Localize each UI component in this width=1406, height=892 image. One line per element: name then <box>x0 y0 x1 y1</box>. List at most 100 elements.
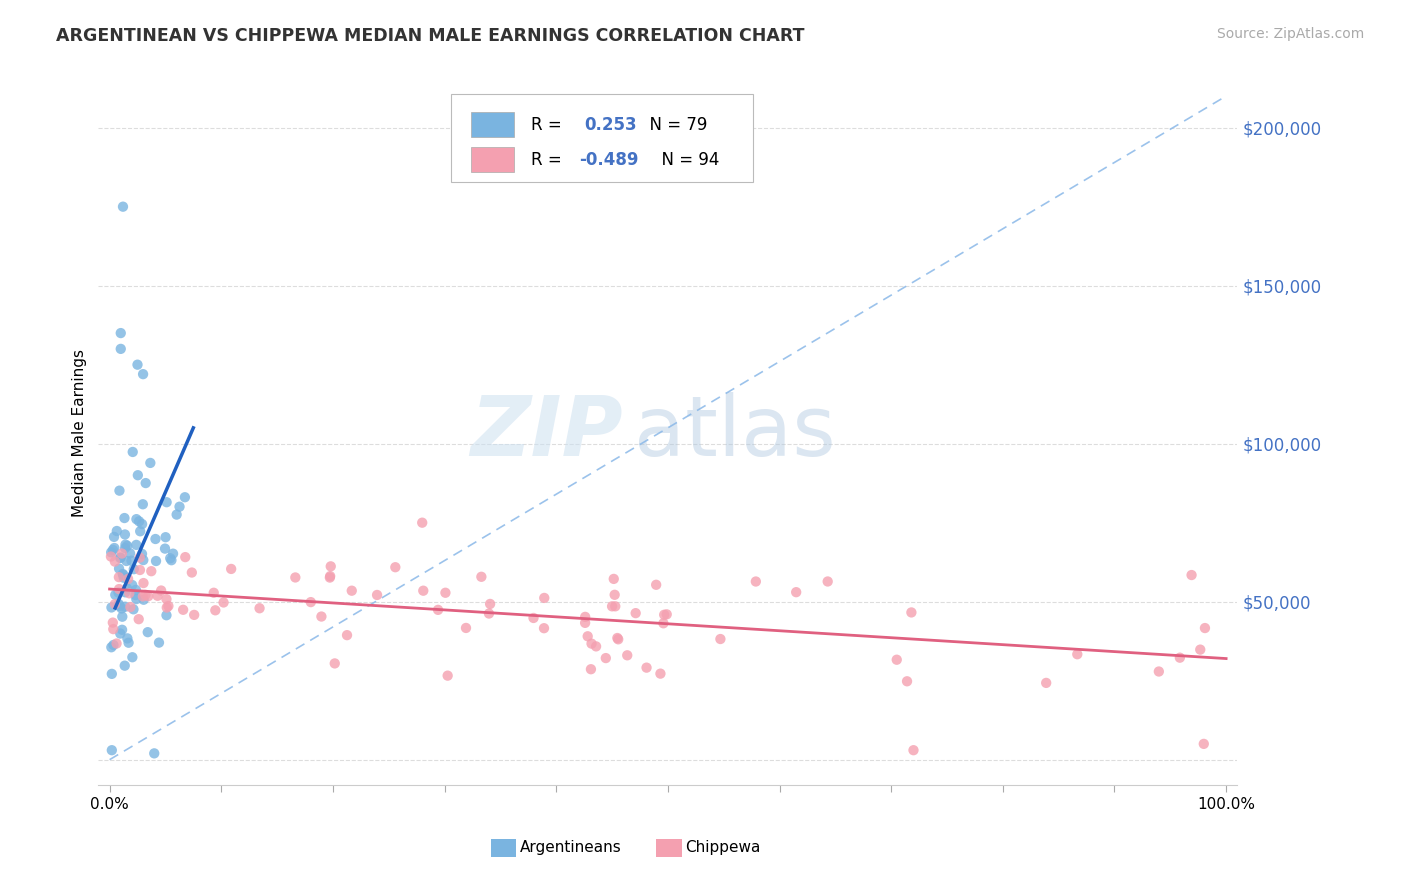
Point <box>886 653 908 667</box>
Text: R =: R = <box>531 116 572 134</box>
Point <box>606 631 628 645</box>
Point <box>114 541 136 555</box>
Point <box>120 600 142 615</box>
Point <box>128 514 150 528</box>
Point <box>645 578 668 592</box>
Text: Source: ZipAtlas.com: Source: ZipAtlas.com <box>1216 27 1364 41</box>
Point <box>299 595 322 609</box>
Point <box>319 570 342 584</box>
Point <box>1194 621 1216 635</box>
Point <box>105 524 128 538</box>
Point <box>655 607 678 622</box>
Point <box>160 553 183 567</box>
Point <box>108 483 131 498</box>
Point <box>454 621 477 635</box>
Point <box>155 608 177 623</box>
Point <box>652 607 675 622</box>
Point <box>108 570 131 584</box>
Point <box>122 602 145 616</box>
Point <box>114 538 136 552</box>
Point <box>155 592 177 607</box>
Point <box>112 567 135 582</box>
Point <box>249 601 271 615</box>
Point <box>132 576 155 591</box>
Point <box>107 597 129 611</box>
Point <box>124 588 146 602</box>
Point <box>576 629 599 643</box>
Point <box>384 560 406 574</box>
Point <box>101 543 124 558</box>
Point <box>574 610 596 624</box>
Point <box>117 572 139 586</box>
Point <box>579 662 602 676</box>
Point <box>103 638 125 652</box>
Point <box>129 563 152 577</box>
Point <box>132 497 155 511</box>
Point <box>107 585 129 599</box>
Point <box>115 539 138 553</box>
Point <box>122 562 145 576</box>
Point <box>603 572 626 586</box>
Point <box>180 566 202 580</box>
Point <box>114 527 136 541</box>
Point <box>903 743 925 757</box>
Point <box>600 599 623 614</box>
Point <box>162 547 184 561</box>
Point <box>128 612 150 626</box>
Point <box>118 546 141 560</box>
Point <box>136 589 159 603</box>
Point <box>148 635 170 649</box>
Point <box>104 588 127 602</box>
Text: atlas: atlas <box>634 392 835 473</box>
Point <box>125 582 148 597</box>
Point <box>100 549 122 564</box>
Point <box>101 666 124 681</box>
Point <box>134 588 156 602</box>
Bar <box>471 147 515 172</box>
Point <box>131 547 153 561</box>
Point <box>183 607 205 622</box>
Point <box>128 550 150 565</box>
Point <box>479 597 502 611</box>
Point <box>709 632 731 646</box>
Point <box>153 541 176 556</box>
Point <box>127 468 149 483</box>
Point <box>103 530 125 544</box>
Point <box>115 582 138 596</box>
Point <box>470 570 492 584</box>
Point <box>114 585 136 599</box>
Point <box>132 592 155 607</box>
Point <box>636 660 658 674</box>
Point <box>603 588 626 602</box>
Point <box>616 648 638 663</box>
Point <box>111 566 134 581</box>
Point <box>745 574 768 589</box>
Point <box>117 636 139 650</box>
Point <box>574 615 596 630</box>
Point <box>132 367 155 381</box>
Point <box>366 588 388 602</box>
Point <box>157 599 180 613</box>
Point <box>117 632 139 646</box>
Point <box>319 569 342 583</box>
FancyBboxPatch shape <box>451 95 754 183</box>
Point <box>340 583 363 598</box>
Point <box>478 607 501 621</box>
Point <box>108 561 131 575</box>
Point <box>311 609 333 624</box>
Text: ZIP: ZIP <box>470 392 623 473</box>
Point <box>121 445 143 459</box>
Point <box>129 524 152 539</box>
Point <box>103 541 125 555</box>
Point <box>319 559 342 574</box>
Point <box>1147 665 1170 679</box>
Point <box>135 476 157 491</box>
Point <box>108 551 131 566</box>
Point <box>1066 647 1088 661</box>
Y-axis label: Median Male Earnings: Median Male Earnings <box>72 349 87 516</box>
Point <box>817 574 839 589</box>
Bar <box>657 839 682 857</box>
Point <box>141 564 163 578</box>
Point <box>650 666 672 681</box>
Text: 0.253: 0.253 <box>585 116 637 134</box>
